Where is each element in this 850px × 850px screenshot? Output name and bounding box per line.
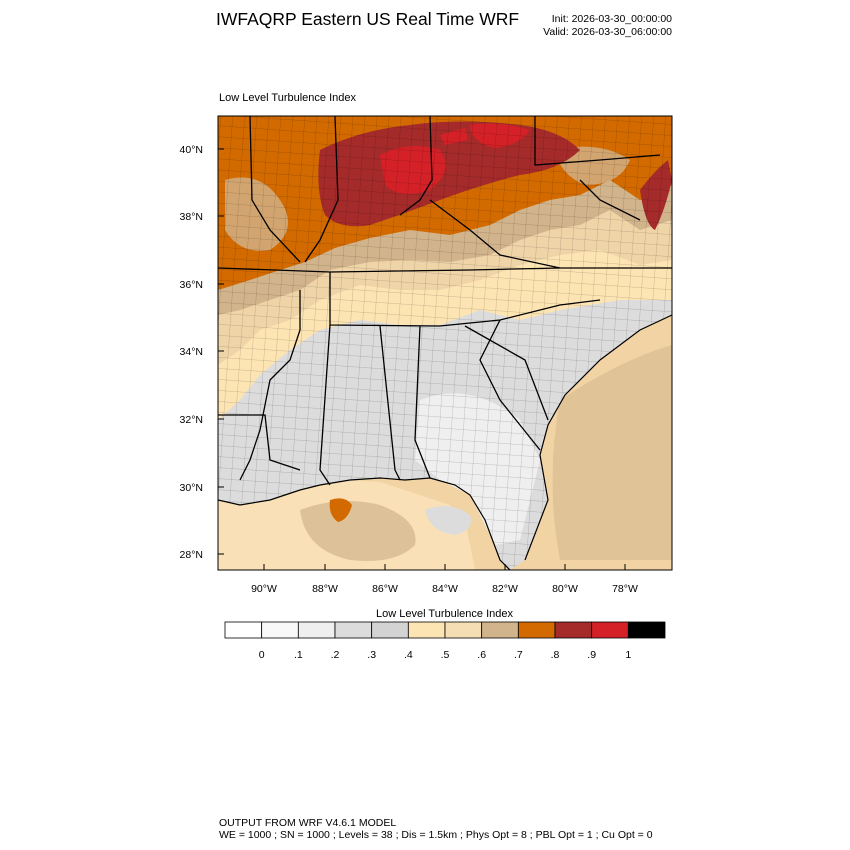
state-boundaries (218, 116, 672, 486)
colorbar-swatch (224, 621, 263, 639)
colorbar-swatch (627, 621, 666, 639)
lon-tick-label: 90°W (251, 583, 277, 595)
colorbar-title: Low Level Turbulence Index (376, 608, 513, 620)
map-subtitle: Low Level Turbulence Index (219, 92, 356, 104)
colorbar-swatch (517, 621, 556, 639)
lat-tick-label: 28°N (180, 549, 203, 561)
county-lines (218, 116, 672, 570)
colorbar-swatch (261, 621, 299, 639)
colorbar-swatch (481, 621, 519, 639)
lon-tick-label: 80°W (552, 583, 578, 595)
colorbar-swatch (297, 621, 336, 639)
coastline (218, 314, 672, 570)
lat-axis: 40°N 38°N 36°N 34°N 32°N 30°N 28°N (180, 144, 224, 561)
colorbar-tick-label: .7 (514, 649, 523, 661)
lon-tick-label: 88°W (312, 583, 338, 595)
colorbar-swatch (591, 621, 629, 639)
footer-config-line: WE = 1000 ; SN = 1000 ; Levels = 38 ; Di… (219, 829, 653, 841)
lon-tick-label: 86°W (372, 583, 398, 595)
lat-tick-label: 32°N (180, 414, 203, 426)
lon-tick-label: 82°W (492, 583, 518, 595)
init-time: Init: 2026-03-30_00:00:00 (551, 13, 672, 25)
colorbar-swatch (334, 621, 373, 639)
atlantic-darker-area (552, 345, 672, 560)
colorbar-tick-label: .2 (331, 649, 340, 661)
lon-tick-label: 78°W (612, 583, 638, 595)
colorbar-swatch (444, 621, 483, 639)
map-plot (218, 116, 672, 570)
colorbar-tick-label: 0 (259, 649, 265, 661)
colorbar-swatch (407, 621, 446, 639)
lat-tick-label: 34°N (180, 346, 203, 358)
valid-time: Valid: 2026-03-30_06:00:00 (543, 26, 672, 38)
colorbar-swatch (554, 621, 593, 639)
colorbar-tick-label: .8 (551, 649, 560, 661)
colorbar: 0 .1 .2 .3 .4 .5 .6 .7 .8 .9 1 (224, 621, 666, 661)
page-title: IWFAQRP Eastern US Real Time WRF (216, 9, 520, 29)
colorbar-tick-label: .5 (441, 649, 450, 661)
colorbar-tick-label: .3 (367, 649, 376, 661)
lat-tick-label: 40°N (180, 144, 203, 156)
gulf-gray-area (425, 506, 471, 535)
gulf-orange-spot (329, 498, 352, 522)
lat-tick-label: 30°N (180, 482, 203, 494)
lat-tick-label: 36°N (180, 279, 203, 291)
gulf-darker-area (300, 501, 416, 561)
colorbar-tick-label: .1 (294, 649, 303, 661)
colorbar-tick-label: .6 (477, 649, 486, 661)
lon-axis: 90°W 88°W 86°W 84°W 82°W 80°W 78°W (251, 564, 638, 595)
lat-tick-label: 38°N (180, 211, 203, 223)
footer-model-line: OUTPUT FROM WRF V4.6.1 MODEL (219, 817, 397, 829)
colorbar-tick-label: .9 (587, 649, 596, 661)
lon-tick-label: 84°W (432, 583, 458, 595)
colorbar-swatch (371, 621, 409, 639)
colorbar-tick-label: 1 (625, 649, 631, 661)
colorbar-tick-label: .4 (404, 649, 413, 661)
